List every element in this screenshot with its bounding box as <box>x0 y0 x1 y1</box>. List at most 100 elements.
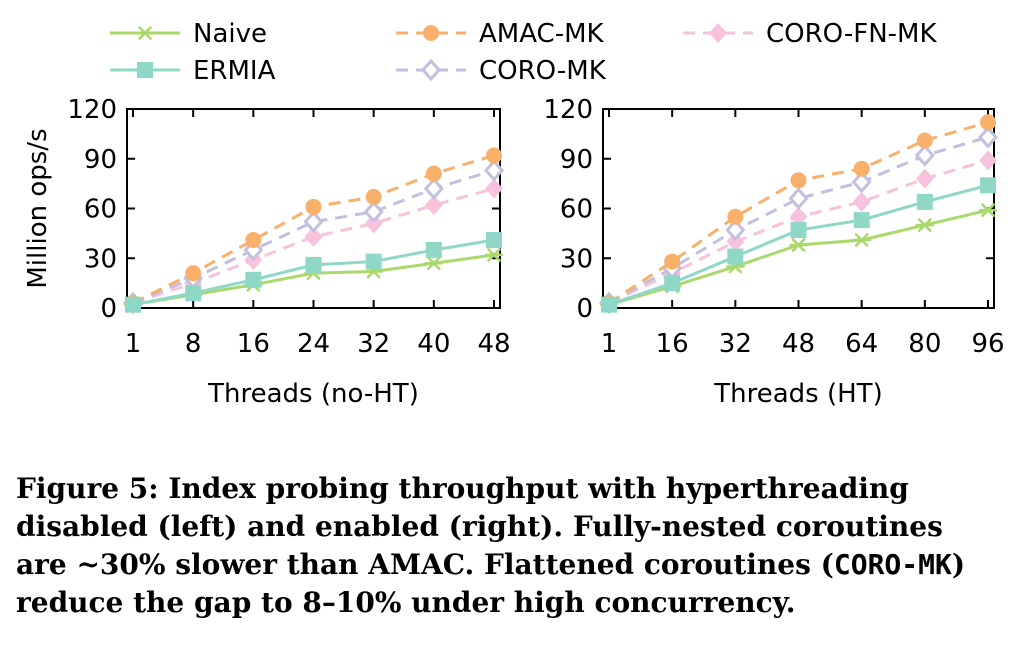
caption-line-3-text: are ~30% slower than AMAC. Flattened cor… <box>16 548 834 581</box>
left-point-amac-mk <box>486 147 502 164</box>
right-ytick-label: 60 <box>560 195 593 225</box>
left-point-amac-mk <box>425 165 442 182</box>
caption-line-3-end: ) <box>951 548 966 581</box>
left-point-coro-fn-mk <box>304 226 323 247</box>
left-xtick-label: 8 <box>185 329 202 359</box>
left-point-amac-mk <box>245 232 262 249</box>
left-point-ermia <box>185 285 202 302</box>
right-point-naive <box>915 218 935 232</box>
left-x-axis-title: Threads (no-HT) <box>207 379 419 409</box>
left-xtick-label: 16 <box>237 329 270 359</box>
right-point-ermia <box>916 193 933 210</box>
figure-chart: Naive ERMIA AMAC-MK CORO-MK CORO-FN-MK 0 30 60… <box>23 19 1005 409</box>
right-ytick-label: 30 <box>560 244 593 274</box>
caption-code-coro-mk: CORO-MK <box>833 548 952 581</box>
right-point-amac-mk <box>980 114 996 131</box>
legend-marker-naive <box>135 26 155 40</box>
right-point-coro-fn-mk <box>789 206 808 227</box>
right-point-amac-mk <box>853 160 870 177</box>
caption-line-1: Figure 5: Index probing throughput with … <box>16 472 909 505</box>
legend-label-coro-fn-mk: CORO-FN-MK <box>766 19 937 49</box>
left-point-ermia <box>245 271 262 288</box>
left-point-ermia <box>486 232 502 249</box>
right-point-coro-mk <box>914 144 935 167</box>
right-point-amac-mk <box>727 208 744 225</box>
right-xtick-label: 96 <box>971 329 1004 359</box>
left-point-coro-fn-mk <box>364 213 383 234</box>
left-point-coro-mk <box>363 200 384 224</box>
legend: Naive ERMIA AMAC-MK CORO-MK CORO-FN-MK <box>110 19 937 86</box>
left-point-ermia <box>365 253 382 270</box>
figure-caption: Figure 5: Index probing throughput with … <box>16 470 1010 622</box>
right-series-ermia <box>601 177 996 313</box>
left-series-coro-fn-mk <box>124 178 503 314</box>
left-y-axis-title: Million ops/s <box>23 128 53 288</box>
left-ytick-label: 60 <box>84 195 117 225</box>
right-xtick-label: 48 <box>782 329 815 359</box>
left-point-coro-mk <box>423 177 444 200</box>
right-point-ermia <box>790 222 807 239</box>
right-point-coro-mk <box>788 187 809 210</box>
left-point-coro-mk <box>303 210 324 234</box>
legend-entry-coro-mk: CORO-MK <box>396 56 607 86</box>
right-xtick-label: 16 <box>656 329 689 359</box>
legend-label-naive: Naive <box>193 19 267 49</box>
right-point-coro-fn-mk <box>915 168 934 189</box>
chart-left-no-ht: 0 30 60 90 120 1 8 16 24 32 40 48 Threads (no-HT) Mil… <box>23 95 511 409</box>
left-point-amac-mk <box>365 188 382 205</box>
right-point-amac-mk <box>790 172 807 189</box>
right-xtick-label: 80 <box>908 329 941 359</box>
right-point-coro-mk <box>977 125 999 149</box>
left-point-naive <box>424 256 444 271</box>
left-series-amac-mk <box>125 147 502 312</box>
legend-label-ermia: ERMIA <box>193 56 276 86</box>
right-point-amac-mk <box>916 132 933 149</box>
right-point-coro-fn-mk <box>979 150 997 171</box>
right-point-ermia <box>727 248 744 265</box>
right-x-axis-title: Threads (HT) <box>713 379 882 409</box>
left-ytick-label: 0 <box>100 294 117 324</box>
right-ytick-label: 0 <box>576 294 593 324</box>
right-point-coro-fn-mk <box>852 191 871 212</box>
right-ytick-label: 120 <box>543 95 593 125</box>
right-point-ermia <box>601 296 617 313</box>
left-point-naive <box>484 248 504 262</box>
legend-marker-coro-fn-mk <box>709 23 727 43</box>
right-xtick-label: 1 <box>601 329 618 359</box>
left-ytick-label: 120 <box>67 95 117 125</box>
left-ytick-label: 90 <box>84 145 117 175</box>
left-point-ermia <box>305 256 322 273</box>
legend-label-amac-mk: AMAC-MK <box>479 19 605 49</box>
right-point-coro-mk <box>851 170 872 194</box>
right-point-amac-mk <box>664 253 681 270</box>
legend-label-coro-mk: CORO-MK <box>479 56 607 86</box>
right-point-ermia <box>853 212 870 229</box>
legend-entry-ermia: ERMIA <box>110 56 276 86</box>
right-point-naive <box>852 233 871 247</box>
right-point-coro-fn-mk <box>726 231 745 252</box>
chart-right-ht: 0 30 60 90 120 1 16 32 48 64 80 96 Threads (HT) <box>543 95 1004 409</box>
caption-line-4: reduce the gap to 8–10% under high concu… <box>16 586 796 619</box>
legend-marker-coro-mk <box>420 58 442 82</box>
left-xtick-label: 32 <box>357 329 390 359</box>
caption-line-2: disabled (left) and enabled (right). Ful… <box>16 510 943 543</box>
left-ytick-label: 30 <box>84 244 117 274</box>
right-point-coro-mk <box>725 218 746 242</box>
right-series-amac-mk <box>601 114 996 312</box>
left-point-amac-mk <box>305 198 322 215</box>
left-point-coro-mk <box>483 159 505 182</box>
right-xtick-label: 32 <box>719 329 752 359</box>
left-xtick-label: 40 <box>417 329 450 359</box>
right-point-ermia <box>664 275 681 292</box>
right-xtick-label: 64 <box>845 329 878 359</box>
right-point-ermia <box>980 177 996 194</box>
caption-line-3: are ~30% slower than AMAC. Flattened cor… <box>16 546 1010 584</box>
left-series-ermia <box>125 232 502 313</box>
left-point-amac-mk <box>185 265 202 282</box>
legend-entry-naive: Naive <box>110 19 267 49</box>
left-xtick-label: 1 <box>125 329 142 359</box>
left-point-ermia <box>425 241 442 258</box>
left-xtick-label: 24 <box>297 329 330 359</box>
right-ytick-label: 90 <box>560 145 593 175</box>
legend-marker-ermia <box>137 62 153 78</box>
